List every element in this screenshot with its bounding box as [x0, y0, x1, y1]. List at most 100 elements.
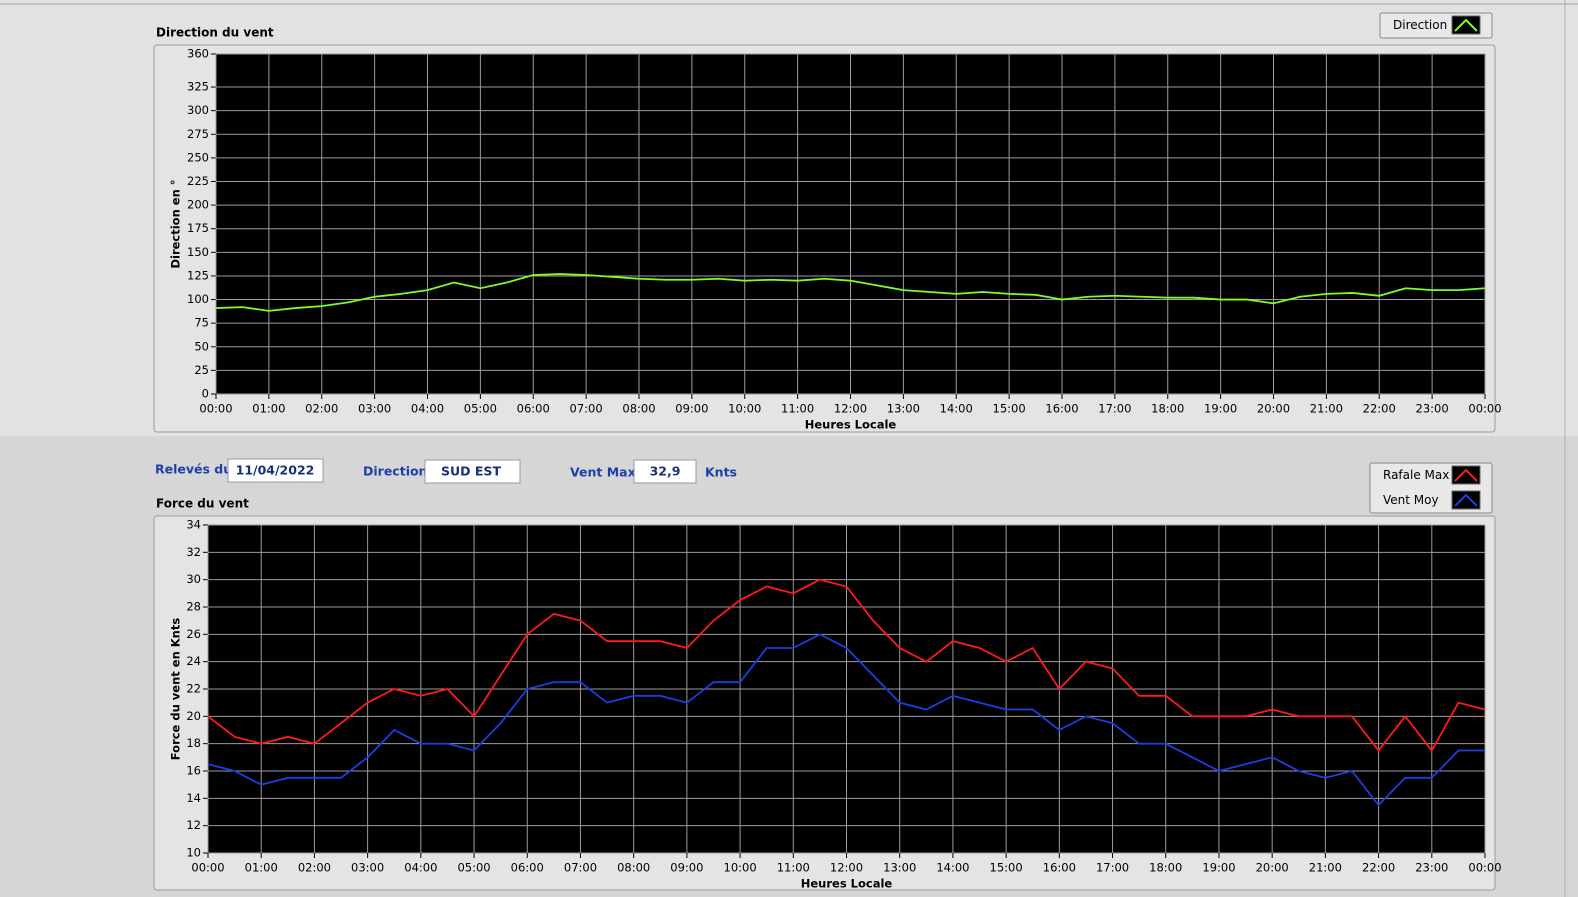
x-tick-label: 01:00	[245, 861, 278, 875]
y-tick-label: 300	[187, 103, 209, 117]
x-tick-label: 04:00	[411, 402, 444, 416]
x-tick-label: 11:00	[777, 861, 810, 875]
data-line	[207, 578, 1486, 753]
unit-label: Knts	[705, 465, 737, 480]
y-tick-label: 25	[194, 363, 209, 377]
x-tick-label: 15:00	[990, 861, 1023, 875]
y-tick-label: 325	[187, 80, 209, 94]
vent-max-value: 32,9	[650, 464, 681, 479]
x-tick-label: 12:00	[830, 861, 863, 875]
x-tick-label: 00:00	[1468, 402, 1501, 416]
x-tick-label: 00:00	[199, 402, 232, 416]
x-tick-label: 18:00	[1151, 402, 1184, 416]
x-tick-label: 06:00	[517, 402, 550, 416]
x-tick-label: 20:00	[1256, 861, 1289, 875]
x-tick-label: 16:00	[1045, 402, 1078, 416]
x-tick-label: 22:00	[1362, 861, 1395, 875]
legend-label: Vent Moy	[1383, 493, 1439, 507]
x-tick-label: 23:00	[1416, 402, 1449, 416]
direction-value: SUD EST	[441, 464, 501, 479]
y-tick-label: 14	[186, 791, 201, 805]
legend-swatch	[1454, 468, 1478, 482]
x-tick-label: 07:00	[570, 402, 603, 416]
x-tick-label: 03:00	[358, 402, 391, 416]
y-tick-label: 24	[186, 654, 201, 668]
date-field[interactable]	[227, 458, 324, 483]
y-tick-label: 12	[186, 818, 201, 832]
x-tick-label: 16:00	[1043, 861, 1076, 875]
chart-title: Force du vent	[156, 497, 249, 511]
direction-field[interactable]	[424, 459, 521, 484]
x-tick-label: 15:00	[993, 402, 1026, 416]
y-tick-label: 200	[187, 198, 209, 212]
x-tick-label: 02:00	[305, 402, 338, 416]
legend-swatch	[1454, 493, 1478, 507]
x-tick-label: 14:00	[936, 861, 969, 875]
x-tick-label: 14:00	[940, 402, 973, 416]
y-axis-label: Force du vent en Knts	[169, 618, 183, 761]
y-tick-label: 50	[194, 339, 209, 353]
y-tick-label: 360	[187, 47, 209, 61]
x-tick-label: 21:00	[1309, 861, 1342, 875]
x-tick-label: 08:00	[622, 402, 655, 416]
x-tick-label: 19:00	[1204, 402, 1237, 416]
y-tick-label: 34	[186, 518, 201, 532]
vent-max-field[interactable]	[633, 459, 697, 484]
x-tick-label: 12:00	[834, 402, 867, 416]
y-tick-label: 175	[187, 221, 209, 235]
y-axis-label: Direction en °	[169, 179, 183, 268]
x-tick-label: 13:00	[887, 402, 920, 416]
x-tick-label: 00:00	[1468, 861, 1501, 875]
y-tick-label: 250	[187, 150, 209, 164]
y-tick-label: 28	[186, 600, 201, 614]
x-tick-label: 18:00	[1149, 861, 1182, 875]
x-tick-label: 22:00	[1363, 402, 1396, 416]
x-tick-label: 03:00	[351, 861, 384, 875]
x-tick-label: 05:00	[457, 861, 490, 875]
x-tick-label: 08:00	[617, 861, 650, 875]
y-tick-label: 20	[186, 709, 201, 723]
x-tick-label: 00:00	[191, 861, 224, 875]
date-label: Relevés du	[155, 462, 232, 477]
x-tick-label: 23:00	[1415, 861, 1448, 875]
x-tick-label: 17:00	[1096, 861, 1129, 875]
x-tick-label: 19:00	[1202, 861, 1235, 875]
y-tick-label: 150	[187, 245, 209, 259]
legend-swatch-box	[1451, 465, 1481, 485]
x-tick-label: 17:00	[1098, 402, 1131, 416]
legend-label: Rafale Max	[1383, 468, 1449, 482]
x-tick-label: 02:00	[298, 861, 331, 875]
x-axis-label: Heures Locale	[805, 418, 897, 432]
y-tick-label: 225	[187, 174, 209, 188]
y-tick-label: 30	[186, 572, 201, 586]
legend-swatch	[1454, 18, 1478, 32]
data-line	[207, 633, 1485, 807]
legend-swatch-box	[1451, 15, 1481, 35]
y-tick-label: 32	[186, 545, 201, 559]
x-tick-label: 11:00	[781, 402, 814, 416]
y-tick-label: 100	[187, 292, 209, 306]
data-line	[215, 273, 1486, 312]
x-tick-label: 13:00	[883, 861, 916, 875]
y-tick-label: 10	[186, 846, 201, 860]
x-tick-label: 06:00	[511, 861, 544, 875]
x-tick-label: 21:00	[1310, 402, 1343, 416]
y-tick-label: 0	[202, 387, 209, 401]
date-value: 11/04/2022	[236, 463, 315, 478]
y-tick-label: 75	[194, 316, 209, 330]
direction-label: Direction	[363, 464, 427, 479]
y-tick-label: 26	[186, 627, 201, 641]
x-tick-label: 20:00	[1257, 402, 1290, 416]
y-tick-label: 16	[186, 764, 201, 778]
x-tick-label: 10:00	[728, 402, 761, 416]
x-tick-label: 09:00	[670, 861, 703, 875]
x-tick-label: 09:00	[675, 402, 708, 416]
chart-title: Direction du vent	[156, 26, 274, 40]
x-tick-label: 01:00	[252, 402, 285, 416]
y-tick-label: 275	[187, 127, 209, 141]
x-tick-label: 07:00	[564, 861, 597, 875]
legend-label: Direction	[1393, 18, 1447, 32]
x-tick-label: 05:00	[464, 402, 497, 416]
